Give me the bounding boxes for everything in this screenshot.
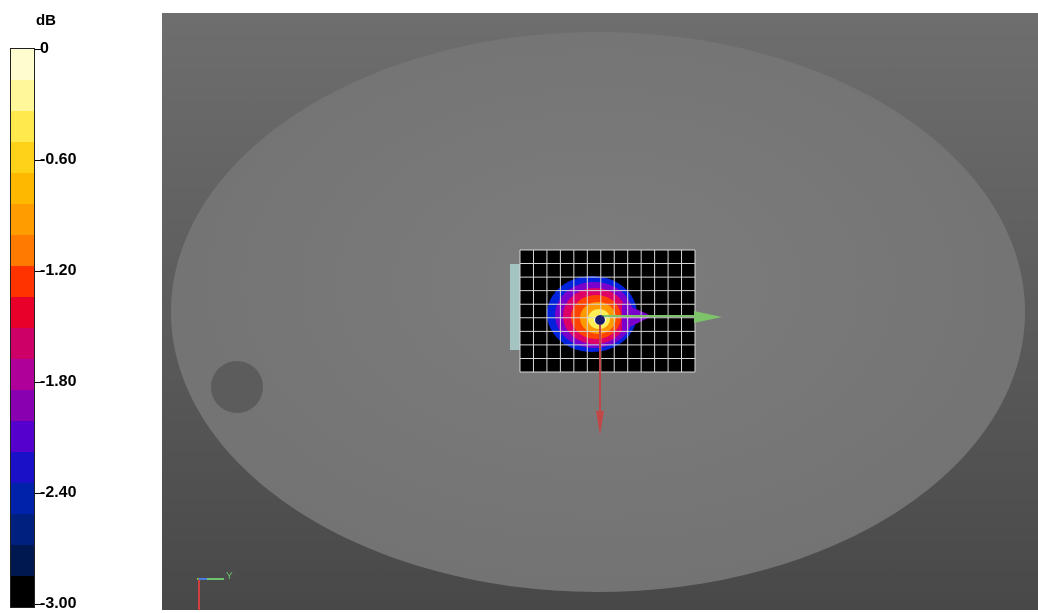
color-band (11, 111, 34, 142)
color-band (11, 204, 34, 235)
legend-unit-label: dB (36, 12, 56, 29)
color-band (11, 80, 34, 111)
axis-arrowhead-horizontal (694, 311, 722, 323)
legend-tick-label: -1.80 (40, 373, 77, 390)
source-point (595, 315, 605, 325)
axis-arrowhead-vertical (596, 411, 604, 435)
device-bar[interactable] (510, 264, 521, 350)
color-band (11, 390, 34, 421)
scan-grid (519, 249, 696, 373)
color-band (11, 49, 34, 80)
color-band (11, 514, 34, 545)
axis-y-label: Y (226, 571, 233, 582)
color-band (11, 142, 34, 173)
legend-tick-mark (35, 382, 43, 383)
legend-tick-mark (35, 493, 43, 494)
colorbar-legend: dB 0 -0.60 -1.20 -1.80 -2.40 -3.00 (0, 0, 160, 612)
color-band (11, 173, 34, 204)
color-band (11, 266, 34, 297)
legend-tick-label: -0.60 (40, 151, 77, 168)
legend-tick-label: 0 (40, 40, 49, 57)
legend-tick-label: -3.00 (40, 595, 77, 612)
color-scale-bar (10, 48, 35, 608)
legend-tick-mark (35, 604, 43, 605)
phantom-marker (211, 361, 263, 413)
3d-viewport[interactable]: Y (162, 13, 1038, 610)
color-band (11, 545, 34, 576)
color-band (11, 235, 34, 266)
legend-tick-mark (35, 271, 43, 272)
legend-tick-mark (35, 160, 43, 161)
color-band (11, 576, 34, 607)
scene-canvas: Y (171, 32, 1025, 610)
color-band (11, 328, 34, 359)
legend-tick-label: -1.20 (40, 262, 77, 279)
legend-tick-label: -2.40 (40, 484, 77, 501)
color-band (11, 452, 34, 483)
color-band (11, 359, 34, 390)
orientation-triad: Y (197, 571, 233, 610)
color-band (11, 483, 34, 514)
color-band (11, 297, 34, 328)
legend-tick-mark (35, 49, 43, 50)
color-band (11, 421, 34, 452)
